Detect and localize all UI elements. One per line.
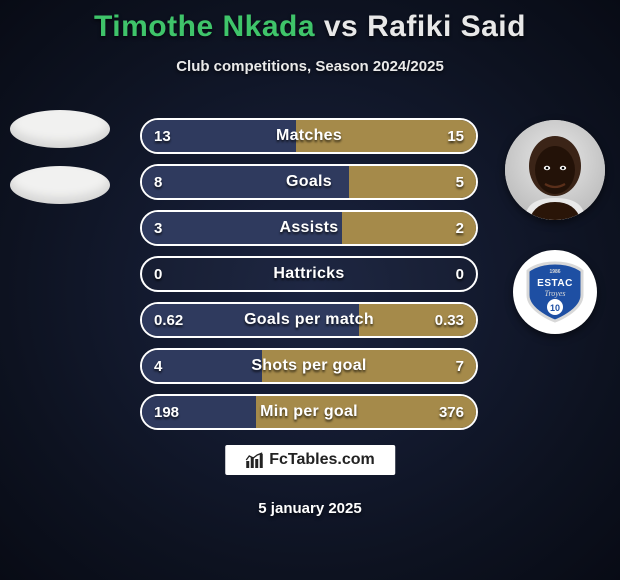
- player1-club-placeholder: [10, 166, 110, 204]
- comparison-title: Timothe Nkada vs Rafiki Said: [0, 0, 620, 44]
- date: 5 january 2025: [0, 500, 620, 517]
- stat-row-goals: 8Goals5: [140, 164, 478, 200]
- stat-row-shots-per-goal: 4Shots per goal7: [140, 348, 478, 384]
- svg-text:ESTAC: ESTAC: [537, 278, 573, 289]
- stat-right-value: 5: [456, 174, 464, 191]
- club-crest-icon: 1986 ESTAC Troyes 10: [524, 261, 586, 323]
- chart-icon: [245, 451, 263, 469]
- stat-row-min-per-goal: 198Min per goal376: [140, 394, 478, 430]
- stat-label: Goals per match: [142, 311, 476, 329]
- stat-label: Shots per goal: [142, 357, 476, 375]
- player2-name: Rafiki Said: [367, 10, 526, 43]
- stat-right-value: 15: [447, 128, 464, 145]
- vs-text: vs: [324, 10, 358, 43]
- stat-row-hattricks: 0Hattricks0: [140, 256, 478, 292]
- stat-label: Matches: [142, 127, 476, 145]
- stat-right-value: 0: [456, 266, 464, 283]
- stat-row-matches: 13Matches15: [140, 118, 478, 154]
- stat-label: Min per goal: [142, 403, 476, 421]
- stat-label: Assists: [142, 219, 476, 237]
- branding-text: FcTables.com: [269, 451, 375, 469]
- branding[interactable]: FcTables.com: [225, 445, 395, 475]
- stat-label: Hattricks: [142, 265, 476, 283]
- player1-photo-placeholder: [10, 110, 110, 148]
- stat-row-goals-per-match: 0.62Goals per match0.33: [140, 302, 478, 338]
- player2-club-badge: 1986 ESTAC Troyes 10: [513, 250, 597, 334]
- player2-photo: [505, 120, 605, 220]
- stat-label: Goals: [142, 173, 476, 191]
- svg-text:Troyes: Troyes: [544, 289, 565, 298]
- stat-bars: 13Matches15 8Goals5 3Assists2 0Hattricks0 0.…: [140, 118, 478, 430]
- subtitle: Club competitions, Season 2024/2025: [0, 58, 620, 75]
- stat-right-value: 2: [456, 220, 464, 237]
- svg-text:10: 10: [550, 303, 560, 313]
- stat-right-value: 376: [439, 404, 464, 421]
- face-icon: [505, 120, 605, 220]
- stat-right-value: 7: [456, 358, 464, 375]
- stat-right-value: 0.33: [435, 312, 464, 329]
- svg-text:1986: 1986: [549, 269, 560, 275]
- stat-row-assists: 3Assists2: [140, 210, 478, 246]
- player1-name: Timothe Nkada: [94, 10, 315, 43]
- left-avatars: [10, 110, 110, 222]
- right-avatars: 1986 ESTAC Troyes 10: [500, 120, 610, 334]
